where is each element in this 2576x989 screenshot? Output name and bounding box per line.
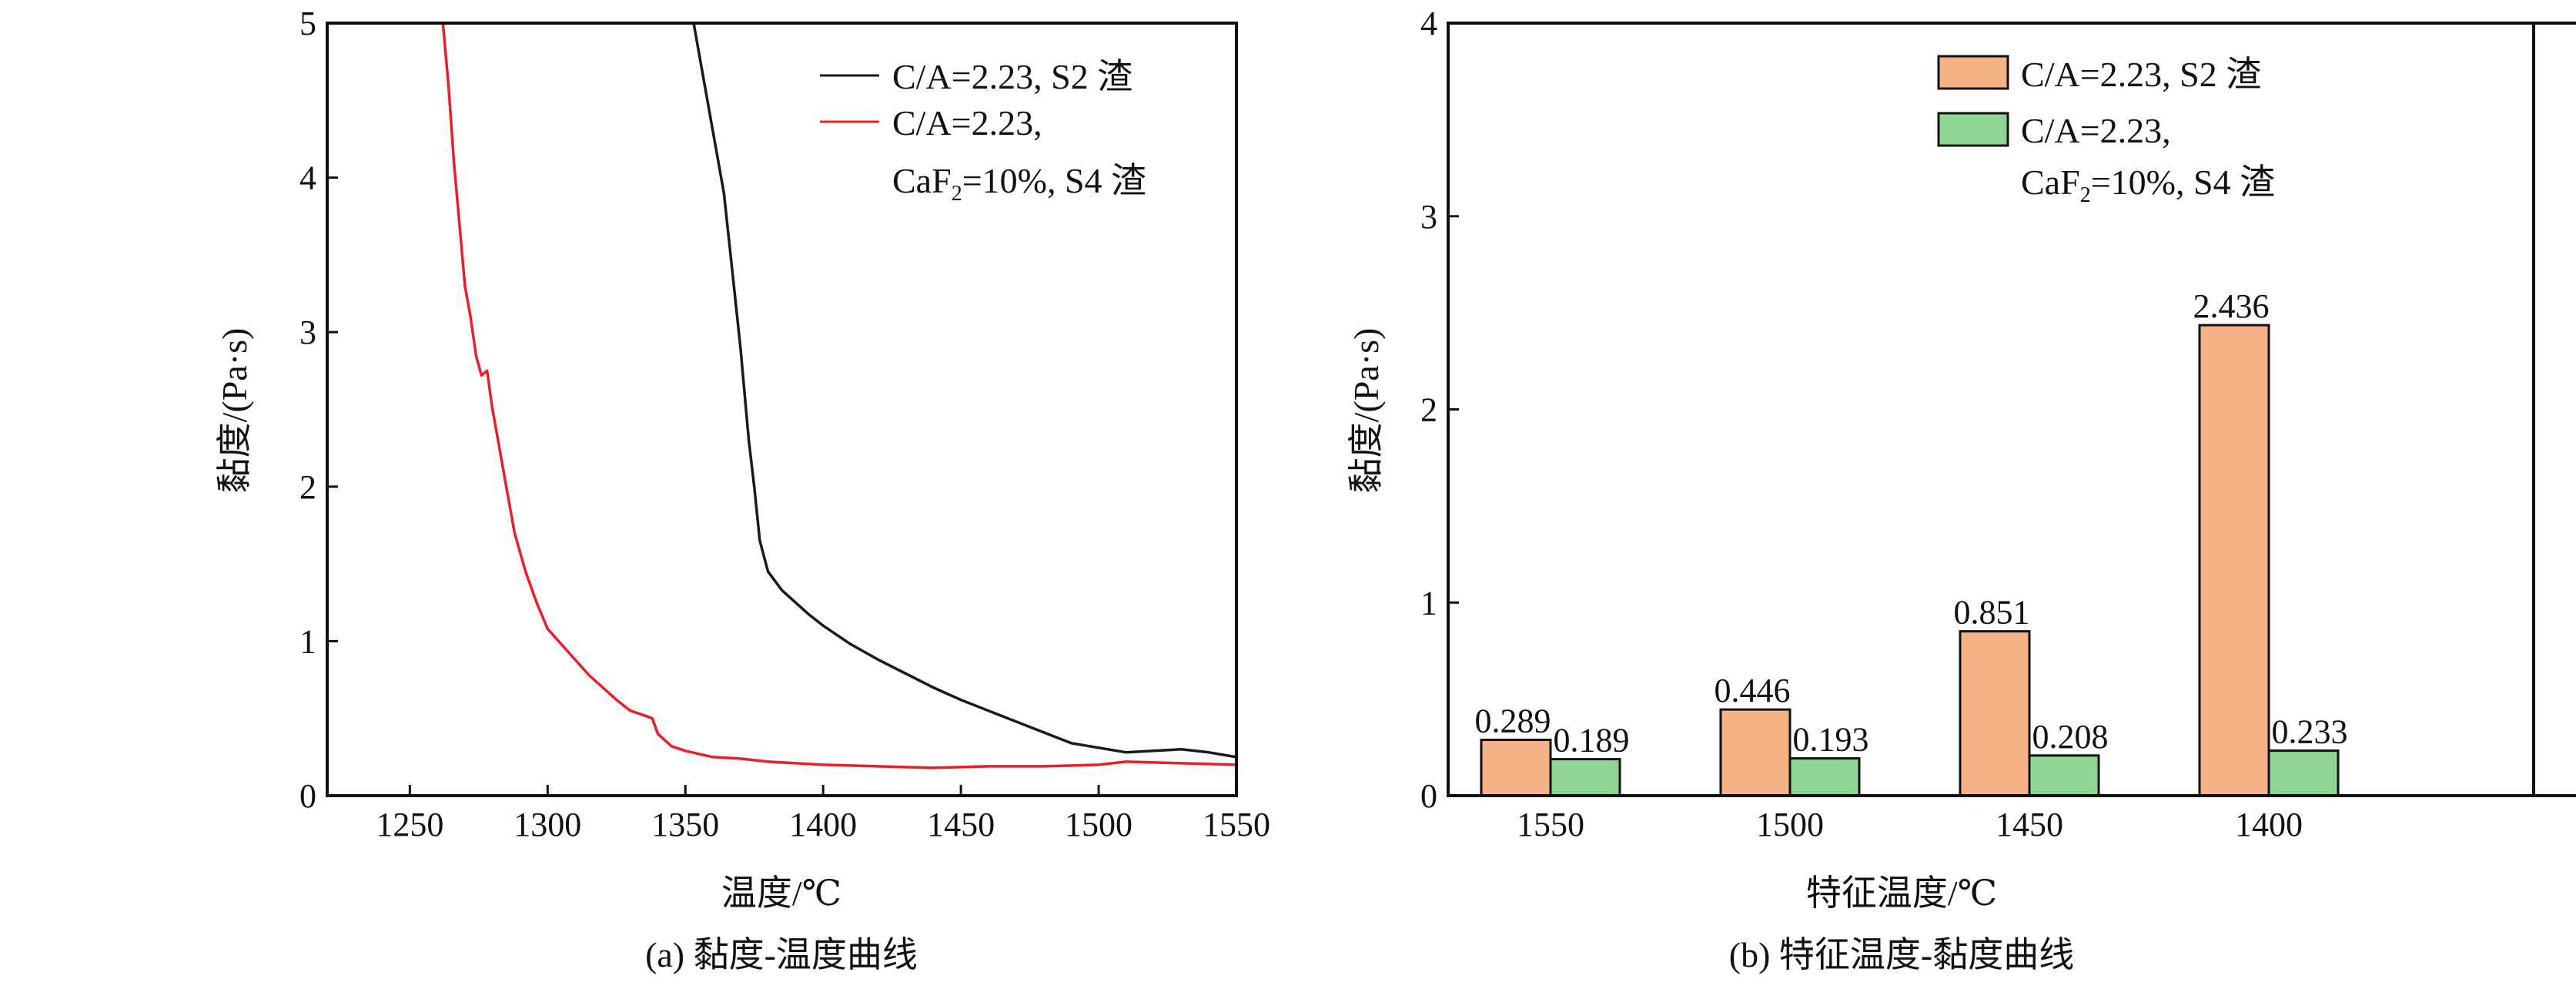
x-tick-label: 1400: [789, 806, 857, 843]
bar-s4-1550: [1549, 758, 1621, 797]
x-tick-label: 1400: [2235, 806, 2303, 843]
y-tick-label: 3: [1420, 198, 1437, 236]
legend-swatch-s2: [1937, 55, 2009, 90]
y-axis-label: 黏度/(Pa·s): [1347, 328, 1386, 494]
x-axis-label: 温度/℃: [721, 873, 841, 913]
x-tick-label: 1500: [1756, 806, 1824, 843]
y-tick-label: 5: [299, 5, 316, 42]
bar-s2-1550: [1480, 739, 1552, 797]
y-tick-label: 0: [1420, 777, 1437, 815]
data-label: 0.851: [1954, 594, 2030, 632]
plot-frame: [326, 22, 1238, 797]
data-label: 0.189: [1554, 722, 1630, 759]
x-tick-label: 1450: [927, 806, 995, 843]
data-label: 0.289: [1475, 702, 1551, 740]
legend-label-s4-line1: C/A=2.23,: [2021, 111, 2171, 150]
y-tick-label: 1: [1420, 584, 1437, 622]
data-label: 0.446: [1715, 672, 1791, 709]
legend-label-s4-line2: CaF2=10%, S4 渣: [2021, 163, 2275, 207]
bar-s4-1400: [2267, 749, 2340, 797]
legend-label-s4-line1: C/A=2.23,: [892, 103, 1042, 142]
data-label: 0.193: [1793, 721, 1869, 759]
legend-label-s2: C/A=2.23, S2 渣: [2021, 55, 2261, 94]
x-axis-label: 特征温度/℃: [1806, 873, 1997, 913]
legend-swatch-s4: [1937, 112, 2009, 147]
bar-s2-1400: [2198, 324, 2270, 797]
y-tick-label: 2: [299, 468, 316, 506]
legend-label-s2: C/A=2.23, S2 渣: [892, 57, 1132, 96]
x-tick-label: 1300: [514, 806, 581, 843]
bar-s4-1500: [1788, 757, 1861, 797]
x-tick-label: 1500: [1065, 806, 1132, 843]
x-tick-label: 1250: [376, 806, 443, 843]
x-tick-label: 1550: [1517, 806, 1584, 843]
x-tick-label: 1350: [651, 806, 719, 843]
series-line-s4: [441, 22, 1237, 769]
line-chart: 1250 1300 1350 1400 1450 1500 1550 0 1 2 3 4 5 黏度/(P…: [215, 5, 1270, 974]
x-tick-label: 1450: [1996, 806, 2063, 843]
legend-label-s4-line2: CaF2=10%, S4 渣: [892, 161, 1146, 206]
y-tick-label: 3: [299, 313, 316, 351]
bar-s2-1500: [1719, 708, 1791, 797]
bar-s4-1450: [2028, 754, 2100, 797]
y-tick-label: 1: [299, 622, 316, 660]
data-label: 0.233: [2272, 713, 2348, 751]
y-axis-label: 黏度/(Pa·s): [215, 328, 254, 494]
series-line-s2: [692, 22, 1237, 759]
y-tick-label: 0: [299, 777, 316, 815]
bar-s2-1450: [1959, 630, 2031, 797]
caption: (b) 特征温度-黏度曲线: [1729, 935, 2074, 974]
data-label: 2.436: [2193, 287, 2270, 325]
y-tick-label: 4: [1420, 5, 1437, 42]
legend: C/A=2.23, S2 渣 C/A=2.23, CaF2=10%, S4 渣: [820, 57, 1146, 206]
caption: (a) 黏度-温度曲线: [645, 935, 918, 974]
data-label: 0.208: [2032, 718, 2109, 756]
x-tick-label: 1550: [1203, 806, 1270, 843]
legend: C/A=2.23, S2 渣 C/A=2.23, CaF2=10%, S4 渣: [1937, 55, 2275, 207]
y-tick-label: 4: [299, 159, 316, 197]
y-tick-label: 2: [1420, 391, 1437, 429]
